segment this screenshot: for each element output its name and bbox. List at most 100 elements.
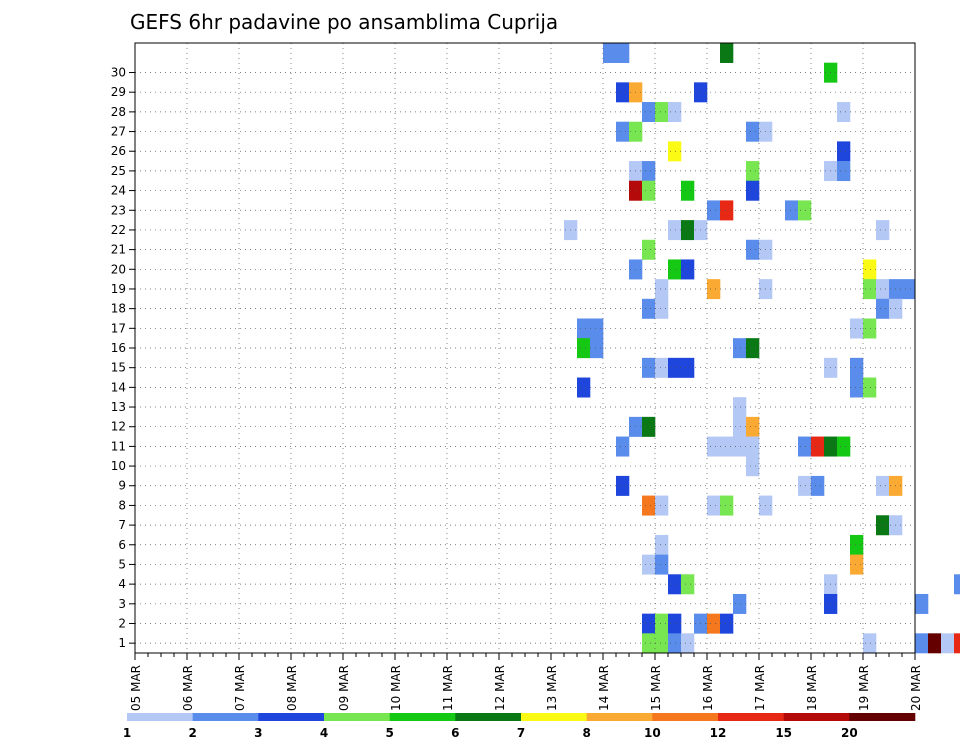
heatmap-cell [681,180,695,201]
heatmap-cell [785,200,799,221]
y-tick-label: 29 [111,85,126,99]
heatmap-cell [642,161,656,182]
y-tick-label: 26 [111,144,126,158]
heatmap-cell [837,161,851,182]
heatmap-cell [850,377,864,398]
heatmap-cell [746,416,760,437]
legend-swatch [127,713,193,721]
heatmap-cell [642,416,656,437]
y-tick-label: 21 [111,243,126,257]
y-tick-label: 10 [111,459,126,473]
heatmap-cell [720,495,734,516]
legend-label: 5 [385,726,393,740]
heatmap-cell [681,220,695,241]
heatmap-cell [876,515,890,536]
y-tick-label: 9 [118,479,126,493]
y-tick-label: 20 [111,262,126,276]
legend-swatch [783,713,850,721]
heatmap-cell [707,436,721,457]
legend-swatch [324,713,390,721]
color-legend: 1 2 3 4 5 6 7 8 10 12 15 20 [123,713,916,740]
heatmap-cell [876,475,890,496]
legend-label: 8 [582,726,590,740]
legend-swatch [849,713,916,721]
heatmap-cell [616,82,630,103]
heatmap-cell [863,259,877,280]
heatmap-cell [915,593,929,614]
heatmap-cell [668,574,682,595]
heatmap-cell [642,102,656,123]
heatmap-cell [876,298,890,319]
heatmap-cell [668,633,682,654]
heatmap-cell [928,633,942,654]
legend-label: 12 [710,726,727,740]
heatmap-cell [668,102,682,123]
y-tick-label: 18 [111,302,126,316]
heatmap-cell [707,279,721,300]
heatmap-cell [720,436,734,457]
heatmap-cell [616,436,630,457]
y-tick-label: 8 [118,498,126,512]
x-tick-label: 09 MAR [337,665,351,711]
heatmap-cell [733,593,747,614]
heatmap-cell [746,456,760,477]
legend-swatch [258,713,325,721]
heatmap-cell [642,357,656,378]
heatmap-cell [733,397,747,418]
heatmap-cell [850,318,864,339]
y-tick-label: 5 [118,557,126,571]
heatmap-cell [733,416,747,437]
heatmap-cell [655,613,669,634]
y-tick-label: 2 [118,616,126,630]
x-tick-label: 19 MAR [857,665,871,711]
heatmap-cell [655,554,669,575]
x-tick-label: 20 MAR [909,665,923,711]
x-tick-label: 17 MAR [753,665,767,711]
y-tick-label: 11 [111,439,126,453]
heatmap-cell [655,357,669,378]
x-tick-label: 05 MAR [129,665,143,711]
heatmap-cell [863,377,877,398]
heatmap-cell [655,298,669,319]
heatmap-cell [733,338,747,359]
y-tick-label: 3 [118,597,126,611]
y-tick-label: 23 [111,203,126,217]
legend-swatch [586,713,653,721]
y-tick-label: 1 [118,636,126,650]
heatmap-cell [655,279,669,300]
heatmap-cell [668,259,682,280]
heatmap-cell [668,141,682,162]
heatmap-cell [642,495,656,516]
heatmap-cell [954,574,960,595]
y-tick-label: 12 [111,420,126,434]
heatmap-cell [642,180,656,201]
heatmap-cell [577,318,591,339]
heatmap-cell [746,239,760,260]
heatmap-cell [850,534,864,555]
legend-swatch [389,713,456,721]
y-tick-label: 28 [111,105,126,119]
x-tick-label: 13 MAR [545,665,559,711]
heatmap-cell [642,613,656,634]
heatmap-cell [720,200,734,221]
y-tick-label: 15 [111,361,126,375]
legend-label: 4 [320,726,328,740]
x-tick-label: 08 MAR [285,665,299,711]
heatmap-cell [941,633,955,654]
chart-title: GEFS 6hr padavine po ansamblima Cuprija [130,10,558,34]
heatmap-cell [681,357,695,378]
heatmap-cell [616,121,630,142]
legend-swatch [455,713,522,721]
heatmap-cell [590,318,604,339]
legend-label: 1 [123,726,131,740]
heatmap-cell [746,436,760,457]
heatmap-cell [798,200,812,221]
y-tick-label: 6 [118,538,126,552]
heatmap-cell [837,141,851,162]
heatmap-cell [577,338,591,359]
heatmap-cell [642,239,656,260]
heatmap-cell [720,43,734,63]
heatmap-cell [681,259,695,280]
y-tick-label: 4 [118,577,126,591]
